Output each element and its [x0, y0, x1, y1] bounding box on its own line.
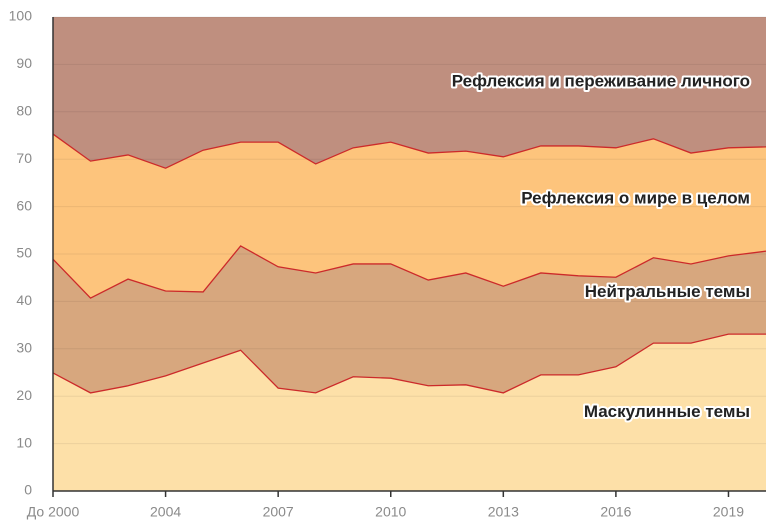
- series-label: Рефлексия и переживание личного: [452, 71, 750, 90]
- y-tick-label: 80: [16, 103, 32, 119]
- series-label: Рефлексия о мире в целом: [521, 189, 750, 208]
- y-tick-label: 10: [16, 434, 32, 450]
- area: [53, 17, 766, 169]
- y-tick-label: 90: [16, 55, 32, 71]
- area: [53, 245, 766, 393]
- y-tick-label: 50: [16, 245, 32, 261]
- x-tick-label: 2010: [375, 504, 406, 520]
- x-tick-label: 2004: [150, 504, 181, 520]
- series-line: [52, 133, 767, 169]
- y-tick-label: 30: [16, 340, 32, 356]
- y-tick-label: 70: [16, 150, 32, 166]
- x-tick-label: До 2000: [27, 504, 80, 520]
- x-tick-label: 2007: [263, 504, 294, 520]
- y-tick-label: 40: [16, 292, 32, 308]
- y-tick-label: 0: [24, 482, 32, 498]
- series-label: Маскулинные темы: [584, 402, 750, 421]
- x-tick-label: 2019: [713, 504, 744, 520]
- x-tick-label: 2013: [488, 504, 519, 520]
- y-tick-label: 20: [16, 387, 32, 403]
- series-line: [52, 333, 766, 394]
- series-line: [52, 245, 767, 299]
- y-tick-label: 100: [9, 8, 33, 24]
- x-tick-label: 2016: [600, 504, 631, 520]
- series-label: Нейтральные темы: [585, 282, 750, 301]
- y-tick-label: 60: [16, 197, 32, 213]
